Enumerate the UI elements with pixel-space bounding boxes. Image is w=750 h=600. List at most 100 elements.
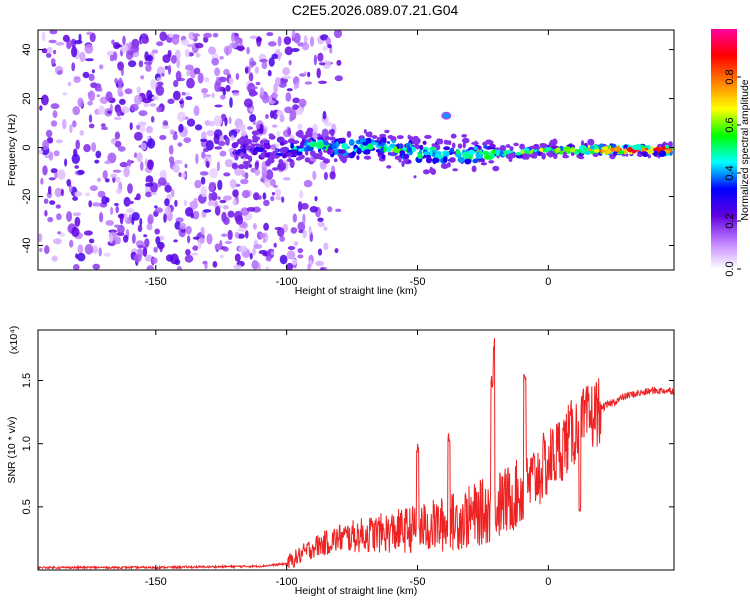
noise-speckle (66, 179, 72, 187)
noise-speckle (272, 109, 278, 120)
noise-speckle (102, 170, 108, 180)
noise-speckle (116, 188, 122, 195)
noise-speckle (276, 130, 280, 137)
noise-speckle (312, 123, 318, 134)
noise-speckle (146, 55, 154, 62)
noise-speckle (238, 245, 248, 253)
signal-blob (324, 135, 330, 141)
noise-speckle (83, 144, 91, 153)
spectrogram-y-tick-label: 40 (21, 43, 33, 55)
signal-blob (582, 147, 589, 151)
noise-speckle (229, 179, 237, 189)
noise-speckle (288, 60, 292, 66)
noise-speckle (136, 86, 142, 94)
signal-blob (473, 146, 478, 151)
noise-speckle (323, 226, 328, 231)
signal-blob (627, 146, 633, 153)
noise-speckle (153, 246, 158, 253)
noise-speckle (101, 196, 108, 205)
signal-blob (292, 141, 298, 145)
noise-speckle (101, 126, 108, 131)
noise-speckle (261, 61, 268, 70)
spectrogram-x-axis: -150 -100 -50 0 (145, 30, 551, 288)
signal-blob (398, 144, 403, 148)
noise-speckle (161, 72, 165, 77)
signal-blob (570, 151, 575, 156)
noise-speckle (261, 167, 268, 178)
noise-speckle (82, 71, 90, 79)
noise-speckle (48, 39, 57, 44)
noise-speckle (91, 245, 99, 254)
noise-speckle (49, 200, 56, 205)
signal-blob (365, 143, 374, 150)
noise-speckle (142, 247, 148, 257)
noise-speckle (146, 125, 153, 134)
signal-blob (317, 141, 325, 149)
signal-blob (419, 144, 424, 151)
noise-speckle (228, 116, 232, 124)
noise-speckle (247, 126, 253, 130)
spectrogram-y-axis: -40 -20 0 20 40 (21, 43, 674, 253)
signal-blob (429, 166, 434, 174)
signal-blob (390, 136, 397, 142)
noise-speckle (181, 39, 190, 46)
signal-blob (563, 146, 571, 153)
signal-blob (251, 130, 260, 136)
signal-blob (240, 155, 245, 159)
noise-speckle (207, 200, 216, 207)
noise-speckle (186, 77, 195, 89)
signal-blob (539, 143, 547, 147)
spectrogram-y-tick-label: 0 (21, 144, 33, 150)
noise-speckle (145, 64, 152, 72)
noise-speckle (186, 118, 196, 127)
noise-speckle (190, 212, 194, 219)
noise-speckle (297, 123, 303, 130)
noise-speckle (164, 198, 170, 207)
noise-speckle (217, 179, 223, 191)
noise-speckle (170, 54, 177, 64)
spectrogram-panel: -150 -100 -50 0 -40 -20 0 20 40 Height of strai… (6, 29, 675, 297)
noise-speckle (214, 205, 221, 216)
noise-speckle (261, 93, 270, 104)
noise-speckle (53, 49, 57, 55)
noise-speckle (161, 125, 170, 129)
noise-speckle (327, 44, 332, 49)
signal-blob (618, 150, 625, 155)
noise-speckle (72, 106, 80, 116)
signal-blob (632, 144, 640, 150)
noise-speckle (265, 266, 270, 270)
noise-speckle (199, 171, 209, 176)
noise-speckle (110, 173, 117, 178)
noise-speckle (149, 103, 157, 107)
noise-speckle (60, 188, 64, 197)
noise-speckle (91, 142, 97, 152)
noise-speckle (227, 229, 233, 241)
noise-speckle (136, 152, 143, 163)
noise-speckle (162, 54, 171, 63)
noise-speckle (97, 190, 106, 198)
noise-speckle (334, 248, 339, 254)
signal-blob (589, 150, 595, 155)
noise-speckle (224, 240, 233, 245)
noise-speckle (177, 111, 186, 122)
noise-speckle (210, 191, 218, 201)
noise-speckle (179, 100, 184, 105)
noise-speckle (315, 260, 324, 267)
noise-speckle (200, 227, 205, 236)
noise-speckle (41, 48, 48, 54)
noise-speckle (195, 153, 199, 165)
noise-speckle (99, 64, 104, 70)
noise-speckle (88, 200, 92, 208)
noise-speckle (143, 234, 148, 238)
signal-blob (457, 156, 465, 163)
noise-speckle (290, 48, 300, 52)
noise-speckle (106, 50, 115, 57)
signal-blob (625, 153, 629, 157)
signal-blob (412, 136, 418, 143)
signal-blob (613, 151, 618, 157)
noise-speckle (298, 98, 307, 108)
signal-blob (601, 146, 608, 150)
noise-speckle (154, 207, 163, 214)
noise-speckle (297, 254, 304, 259)
